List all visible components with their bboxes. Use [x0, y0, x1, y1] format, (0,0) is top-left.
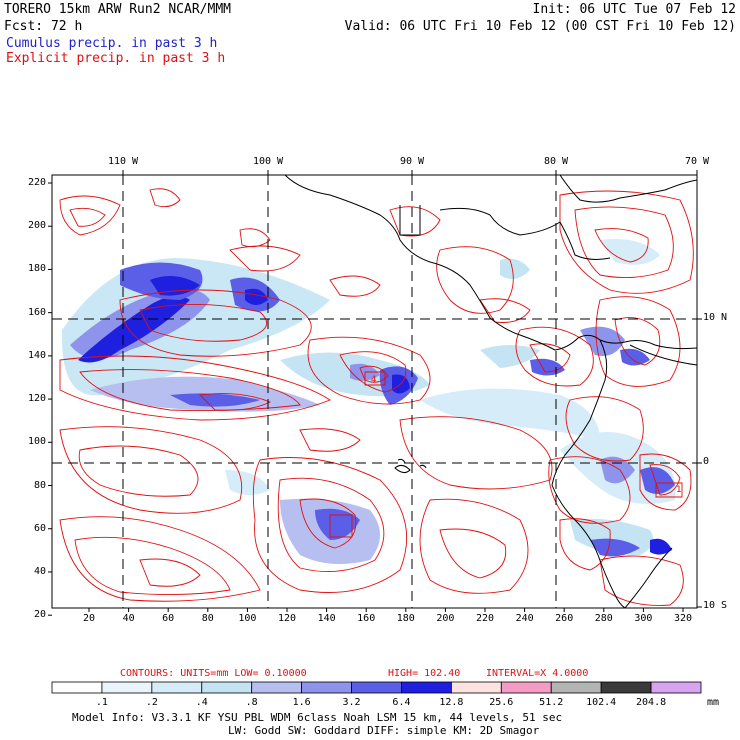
lat-lon-gridlines [52, 175, 697, 608]
axis-label: 60 [33, 522, 46, 534]
colorbar-swatch [550, 681, 602, 694]
colorbar-swatch [201, 681, 253, 694]
colorbar-label: .2 [145, 697, 158, 708]
init-time: Init: 06 UTC Tue 07 Feb 12 [532, 2, 737, 17]
colorbar-swatch [401, 681, 452, 694]
axis-label: 10 S [703, 600, 728, 611]
axis-label: 320 [673, 613, 693, 624]
colorbar-swatch [101, 681, 153, 694]
colorbar-swatch [301, 681, 352, 694]
colorbar-unit: mm [707, 697, 720, 708]
colorbar-swatch [600, 681, 652, 694]
contours-interval: INTERVAL=X 4.0000 [486, 668, 589, 679]
storm-label-4: 4 [371, 375, 377, 385]
colorbar-label: 1.6 [292, 697, 311, 708]
axis-label: 60 [162, 613, 175, 624]
colorbar-label: 6.4 [392, 697, 411, 708]
explicit-precip-contours [59, 188, 694, 606]
axis-label: 20 [33, 609, 46, 621]
colorbar-label: .4 [195, 697, 208, 708]
axis-label: 280 [594, 613, 613, 624]
axis-label: 200 [436, 613, 455, 624]
axis-label: 160 [27, 306, 46, 318]
model-info: Model Info: V3.3.1 KF YSU PBL WDM 6class… [72, 711, 563, 724]
axis-label: 40 [122, 613, 135, 624]
axis-label: 100 [238, 613, 257, 624]
plot-frame [51, 174, 698, 609]
axis-label: 100 [27, 436, 46, 448]
colorbar-label: .1 [95, 697, 108, 708]
colorbar-swatch [251, 681, 303, 694]
colorbar-swatch [51, 681, 103, 694]
colorbar [51, 681, 702, 694]
cumulus-precip-fills [61, 239, 676, 564]
axis-label: 240 [515, 613, 534, 624]
colorbar-swatch [151, 681, 203, 694]
axis-label: 260 [555, 613, 574, 624]
axis-label: 10 N [703, 312, 728, 323]
axis-label: 140 [27, 349, 46, 361]
forecast-hour: Fcst: 72 h [4, 19, 83, 34]
colorbar-swatch [450, 681, 502, 694]
axis-ticks [48, 170, 702, 616]
contours-info: CONTOURS: UNITS=mm LOW= 0.10000 [120, 668, 307, 679]
axis-label: 220 [27, 177, 46, 188]
axis-label: 80 W [543, 156, 569, 167]
axis-label: 200 [27, 220, 46, 232]
colorbar-swatch [650, 681, 702, 694]
axis-label: 90 W [399, 156, 425, 167]
axis-label: 0 [703, 456, 710, 467]
colorbar-label: 12.8 [439, 697, 464, 708]
colorbar-swatch [351, 681, 402, 694]
legend-cumulus: Cumulus precip. in past 3 h [6, 36, 218, 51]
contours-high: HIGH= 102.40 [388, 668, 461, 679]
axis-label: 70 W [684, 156, 710, 167]
model-title: TORERO 15km ARW Run2 NCAR/MMM [4, 2, 231, 17]
axis-label: 110 W [107, 156, 139, 167]
axis-label: 180 [27, 263, 46, 275]
axis-label: 180 [396, 613, 415, 624]
axis-label: 100 W [252, 156, 284, 167]
valid-time: Valid: 06 UTC Fri 10 Feb 12 (00 CST Fri … [344, 19, 736, 34]
axis-label: 40 [33, 565, 46, 577]
colorbar-swatch [500, 681, 552, 694]
axis-label: 120 [277, 613, 297, 624]
colorbar-label: 204.8 [636, 697, 667, 708]
axis-label: 20 [82, 613, 96, 624]
colorbar-label: 51.2 [539, 697, 564, 708]
coastlines [284, 175, 697, 608]
colorbar-label: .8 [245, 697, 258, 708]
axis-label: 120 [27, 393, 46, 405]
colorbar-label: 25.6 [489, 697, 514, 708]
axis-label: 80 [33, 479, 46, 491]
physics-info: LW: Godd SW: Goddard DIFF: simple KM: 2D… [228, 724, 540, 737]
colorbar-label: 102.4 [586, 697, 617, 708]
axis-label: 140 [317, 613, 336, 624]
storm-label-1: 1 [676, 485, 682, 495]
axis-label: 220 [475, 613, 495, 624]
colorbar-label: 3.2 [342, 697, 361, 708]
axis-label: 300 [634, 613, 653, 624]
axis-label: 160 [357, 613, 376, 624]
legend-explicit: Explicit precip. in past 3 h [6, 51, 226, 66]
axis-label: 80 [201, 613, 214, 624]
